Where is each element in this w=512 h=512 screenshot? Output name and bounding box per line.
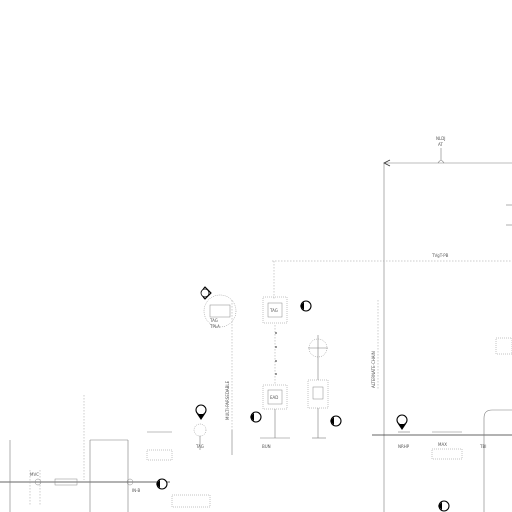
bottom-tag-c: MAX: [438, 442, 447, 447]
callout-flag-6[interactable]: [396, 414, 408, 430]
bottom-tag-d: NRHP: [398, 444, 410, 449]
left-pipe-label: MVC: [30, 472, 39, 477]
left-box-label: IN-B: [132, 488, 140, 493]
header-line-label: TVgT-PB: [431, 253, 449, 258]
callout-flag-7[interactable]: [156, 478, 168, 490]
center-tag-label: TAG: [269, 308, 278, 313]
right-edge-stubs: [495, 204, 512, 355]
vertical-text-left: MULTI-PARSEDABLE: [225, 380, 230, 420]
left-tag-sublabel: TPLA: [209, 324, 220, 329]
bottom-tag-e: TBI: [479, 444, 486, 449]
left-feed-pipes: [0, 395, 170, 512]
center-dot-markers: [275, 332, 277, 375]
bottom-equipment-row: [193, 423, 512, 460]
callout-flag-3[interactable]: [250, 411, 262, 423]
callout-flag-8[interactable]: [438, 500, 450, 512]
left-tag-label: TAG: [209, 318, 218, 323]
bottom-tag-b: BUN: [262, 444, 271, 449]
lower-left-boxes: [146, 431, 211, 508]
callout-flag-4[interactable]: [330, 415, 342, 427]
bottom-tag-a: TAG: [195, 444, 204, 449]
left-vessel: [203, 294, 237, 328]
top-feed-line: [383, 148, 512, 512]
right-pump-assembly: [307, 335, 329, 438]
center-vessel-top: [262, 296, 288, 324]
callout-flag-1[interactable]: [200, 286, 212, 300]
vertical-text-right: ALTERNATE-CHAIN: [371, 351, 376, 388]
callout-flag-5[interactable]: [195, 404, 207, 420]
top-tag-label: NLDJ: [436, 136, 445, 141]
center-tag-sublabel: EAD: [270, 395, 278, 400]
callout-flag-2[interactable]: [300, 300, 312, 312]
top-tag-sublabel: AT: [438, 142, 443, 147]
lower-right-bend: [483, 409, 512, 440]
